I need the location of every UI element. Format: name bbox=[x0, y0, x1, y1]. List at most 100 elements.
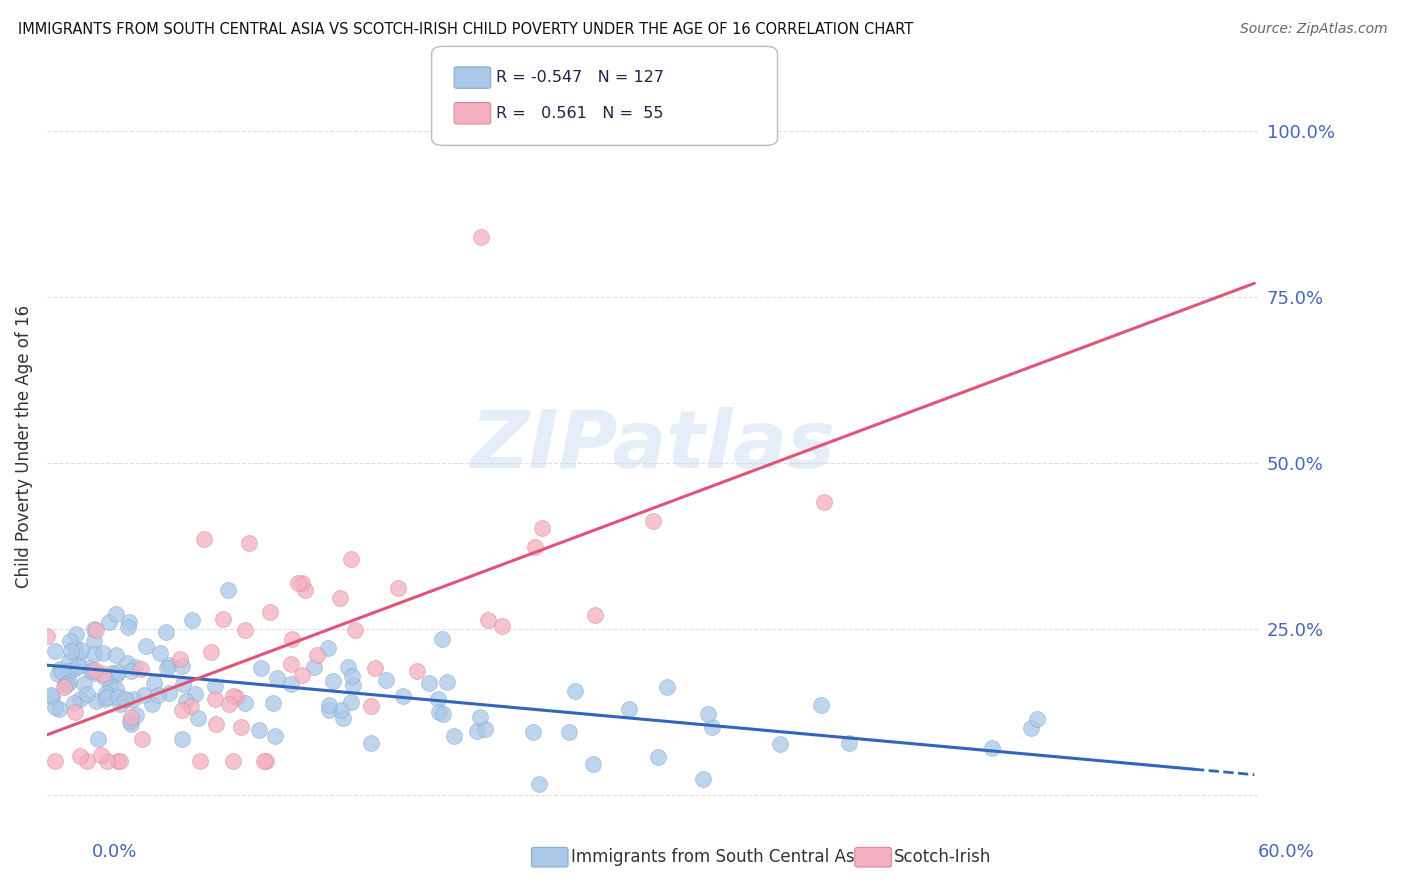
Point bbox=[62, 661, 84, 675]
Point bbox=[527, 777, 550, 791]
Point bbox=[266, 672, 288, 686]
Point bbox=[291, 576, 314, 591]
Point bbox=[263, 729, 285, 743]
Text: R = -0.547   N = 127: R = -0.547 N = 127 bbox=[496, 70, 664, 85]
Point bbox=[41, 690, 63, 704]
Point bbox=[107, 665, 129, 679]
Point bbox=[302, 660, 325, 674]
Point bbox=[254, 755, 277, 769]
Point bbox=[222, 689, 245, 703]
Point bbox=[470, 710, 492, 724]
Point bbox=[48, 666, 70, 681]
Point bbox=[44, 700, 66, 714]
Point bbox=[491, 618, 513, 632]
Point bbox=[280, 632, 302, 646]
Point bbox=[222, 755, 245, 769]
Point bbox=[58, 654, 80, 668]
Point bbox=[44, 644, 66, 658]
Point bbox=[287, 575, 309, 590]
Point bbox=[218, 697, 240, 711]
Point bbox=[98, 615, 121, 629]
Point bbox=[52, 680, 75, 694]
Point bbox=[67, 650, 90, 665]
Point bbox=[107, 755, 129, 769]
Point bbox=[647, 749, 669, 764]
Point bbox=[69, 749, 91, 764]
Point bbox=[329, 703, 352, 717]
Point bbox=[558, 725, 581, 739]
Point bbox=[342, 678, 364, 692]
Point bbox=[316, 640, 339, 655]
Point bbox=[83, 633, 105, 648]
Point bbox=[204, 680, 226, 694]
Point bbox=[135, 640, 157, 654]
Point bbox=[838, 736, 860, 750]
Point bbox=[98, 680, 121, 694]
Point bbox=[810, 698, 832, 713]
Text: R =   0.561   N =  55: R = 0.561 N = 55 bbox=[496, 106, 664, 120]
Point bbox=[96, 755, 118, 769]
Point bbox=[63, 706, 86, 720]
Point bbox=[262, 696, 284, 710]
Point bbox=[617, 702, 640, 716]
Point bbox=[70, 643, 93, 657]
Point bbox=[204, 716, 226, 731]
Point bbox=[96, 686, 118, 700]
Point bbox=[1019, 722, 1042, 736]
Point bbox=[53, 677, 76, 691]
Point bbox=[375, 673, 398, 687]
Point bbox=[193, 532, 215, 546]
Point bbox=[172, 677, 194, 691]
Point bbox=[436, 675, 458, 690]
Point bbox=[117, 656, 139, 670]
Point bbox=[129, 662, 152, 676]
Point bbox=[121, 716, 143, 731]
Point bbox=[465, 724, 488, 739]
Point bbox=[118, 615, 141, 630]
Point bbox=[340, 552, 363, 566]
Point bbox=[363, 661, 385, 675]
Point bbox=[280, 677, 302, 691]
Point bbox=[259, 605, 281, 619]
Point bbox=[188, 755, 211, 769]
Point bbox=[406, 664, 429, 678]
Point bbox=[253, 755, 276, 769]
Point bbox=[176, 694, 198, 708]
Point bbox=[96, 690, 118, 704]
Point bbox=[76, 755, 98, 769]
Point bbox=[58, 674, 80, 689]
Point bbox=[318, 703, 340, 717]
Point bbox=[225, 690, 247, 704]
Text: ZIPatlas: ZIPatlas bbox=[470, 407, 835, 485]
Point bbox=[336, 660, 359, 674]
Point bbox=[1025, 712, 1047, 726]
Point bbox=[332, 711, 354, 725]
Point bbox=[104, 681, 127, 696]
Point bbox=[101, 665, 124, 680]
Point bbox=[51, 665, 73, 680]
Y-axis label: Child Poverty Under the Age of 16: Child Poverty Under the Age of 16 bbox=[15, 304, 32, 588]
Point bbox=[524, 540, 547, 554]
Point bbox=[238, 536, 260, 550]
Point bbox=[93, 692, 115, 706]
Point bbox=[291, 668, 314, 682]
Point bbox=[477, 614, 499, 628]
Point bbox=[582, 757, 605, 772]
Text: 60.0%: 60.0% bbox=[1258, 843, 1315, 861]
Point bbox=[813, 495, 835, 509]
Point bbox=[131, 731, 153, 746]
Point bbox=[231, 720, 253, 734]
Point bbox=[169, 652, 191, 666]
Point bbox=[84, 663, 107, 677]
Point bbox=[432, 706, 454, 721]
Point bbox=[418, 675, 440, 690]
Text: Source: ZipAtlas.com: Source: ZipAtlas.com bbox=[1240, 22, 1388, 37]
Point bbox=[340, 668, 363, 682]
Point bbox=[91, 646, 114, 660]
Point bbox=[73, 677, 96, 691]
Point bbox=[360, 736, 382, 750]
Point bbox=[170, 703, 193, 717]
Point bbox=[322, 673, 344, 688]
Point bbox=[643, 514, 665, 528]
Point bbox=[82, 664, 104, 678]
